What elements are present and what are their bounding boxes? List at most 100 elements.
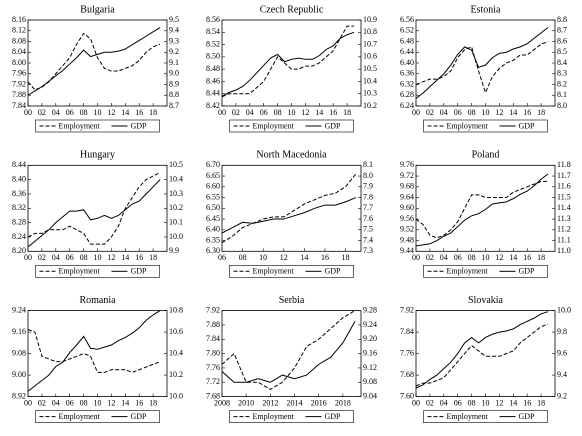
x-tick-label: 04 xyxy=(52,108,60,117)
y-tick-label: 8.92 xyxy=(12,391,26,400)
x-tick-label: 10 xyxy=(94,253,102,262)
y-tick-label: 7.80 xyxy=(206,348,220,357)
y-tick-label: 9.64 xyxy=(400,192,414,201)
x-tick-label: 06 xyxy=(66,108,74,117)
chart-title: Slovakia xyxy=(468,295,504,306)
x-tick-label: 02 xyxy=(426,253,434,262)
series-line xyxy=(415,180,549,239)
y-tick-label: 9.72 xyxy=(400,171,414,180)
plot-frame xyxy=(415,310,556,398)
y2-tick-label: 8.6 xyxy=(557,36,567,45)
legend-box xyxy=(229,264,354,278)
legend-label: Employment xyxy=(253,121,295,130)
x-tick-label: 08 xyxy=(80,108,88,117)
y-tick-label: 9.16 xyxy=(12,327,26,336)
legend-label: GDP xyxy=(325,412,342,421)
series-line xyxy=(27,310,161,392)
x-tick-label: 18 xyxy=(537,108,545,117)
y-tick-label: 6.40 xyxy=(206,225,220,234)
x-tick-label: 12 xyxy=(107,398,115,407)
y2-tick-label: 10.0 xyxy=(557,305,571,314)
y-tick-label: 8.16 xyxy=(12,15,26,24)
y2-tick-label: 11.0 xyxy=(557,246,571,255)
x-tick-label: 02 xyxy=(38,108,46,117)
x-tick-label: 00 xyxy=(412,253,420,262)
x-tick-label: 2010 xyxy=(238,398,254,407)
x-tick-label: 14 xyxy=(509,108,517,117)
x-tick-label: 2012 xyxy=(262,398,278,407)
x-tick-label: 18 xyxy=(537,253,545,262)
x-tick-label: 00 xyxy=(24,253,32,262)
chart-title: Estonia xyxy=(471,4,502,15)
series-line xyxy=(27,179,161,248)
x-tick-label: 00 xyxy=(412,398,420,407)
x-tick-label: 04 xyxy=(52,398,60,407)
y-tick-label: 6.30 xyxy=(206,246,220,255)
y-tick-label: 7.96 xyxy=(12,69,26,78)
x-tick-label: 2014 xyxy=(287,398,303,407)
x-tick-label: 10 xyxy=(288,108,296,117)
y-tick-label: 7.60 xyxy=(400,391,414,400)
y2-tick-label: 9.16 xyxy=(363,348,377,357)
x-tick-label: 00 xyxy=(218,108,226,117)
y2-tick-label: 10.5 xyxy=(363,64,377,73)
y-tick-label: 9.44 xyxy=(400,246,414,255)
y2-tick-label: 8.1 xyxy=(557,90,567,99)
y-tick-label: 9.68 xyxy=(400,182,414,191)
series-line xyxy=(221,173,357,244)
x-tick-label: 06 xyxy=(454,398,462,407)
x-tick-label: 16 xyxy=(329,108,337,117)
y2-tick-label: 7.9 xyxy=(363,182,373,191)
series-line xyxy=(221,197,357,234)
y2-tick-label: 10.9 xyxy=(363,15,377,24)
y-tick-label: 7.88 xyxy=(12,90,26,99)
y-tick-label: 6.60 xyxy=(206,182,220,191)
x-tick-label: 06 xyxy=(66,253,74,262)
x-tick-label: 10 xyxy=(94,108,102,117)
x-tick-label: 16 xyxy=(523,253,531,262)
x-tick-label: 16 xyxy=(135,398,143,407)
x-tick-label: 12 xyxy=(495,398,503,407)
x-tick-label: 02 xyxy=(232,108,240,117)
y2-tick-label: 10.2 xyxy=(363,101,377,110)
x-tick-label: 00 xyxy=(412,108,420,117)
y2-tick-label: 8.8 xyxy=(557,15,567,24)
x-tick-label: 14 xyxy=(121,108,129,117)
y2-tick-label: 10.2 xyxy=(169,203,183,212)
legend-box xyxy=(423,119,548,133)
y-tick-label: 6.36 xyxy=(400,69,414,78)
y-tick-label: 6.48 xyxy=(400,36,414,45)
x-tick-label: 04 xyxy=(440,253,448,262)
legend-box xyxy=(35,119,160,133)
y2-tick-label: 9.24 xyxy=(363,320,377,329)
y2-tick-label: 11.3 xyxy=(557,214,571,223)
chart-title: North Macedonia xyxy=(256,150,327,161)
legend-box xyxy=(423,410,548,423)
x-tick-label: 00 xyxy=(24,108,32,117)
y2-tick-label: 8.7 xyxy=(169,101,179,110)
chart-title: Bulgaria xyxy=(80,4,115,15)
x-tick-label: 18 xyxy=(537,398,545,407)
x-tick-label: 2018 xyxy=(335,398,351,407)
y2-tick-label: 7.7 xyxy=(363,203,373,212)
y-tick-label: 9.00 xyxy=(12,370,26,379)
y-tick-label: 6.55 xyxy=(206,192,220,201)
x-tick-label: 02 xyxy=(38,253,46,262)
y-tick-label: 7.92 xyxy=(206,305,220,314)
y2-tick-label: 11.8 xyxy=(557,160,571,169)
plot-frame xyxy=(415,164,556,252)
x-tick-label: 08 xyxy=(274,108,282,117)
x-tick-label: 12 xyxy=(280,253,288,262)
y2-tick-label: 8.0 xyxy=(557,101,567,110)
y-tick-label: 9.56 xyxy=(400,214,414,223)
y-tick-label: 7.76 xyxy=(400,348,414,357)
y2-tick-label: 9.9 xyxy=(169,246,179,255)
y2-tick-label: 9.1 xyxy=(169,58,179,67)
y2-tick-label: 10.1 xyxy=(169,217,183,226)
y-tick-label: 6.56 xyxy=(400,15,414,24)
y-tick-label: 8.48 xyxy=(206,64,220,73)
chart-title: Romania xyxy=(79,295,116,306)
y-tick-label: 7.72 xyxy=(206,377,220,386)
x-tick-label: 10 xyxy=(482,253,490,262)
legend-box xyxy=(229,410,354,423)
